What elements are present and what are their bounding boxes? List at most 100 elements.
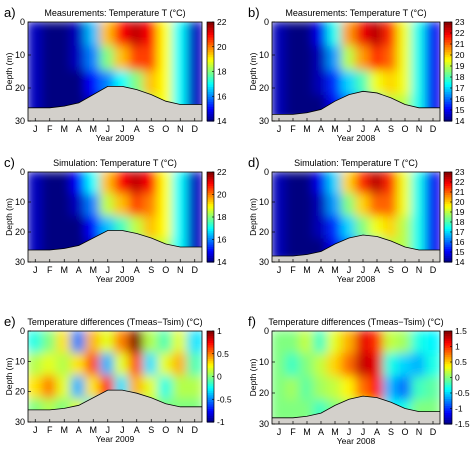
colorbar-swatch xyxy=(444,34,452,38)
heatmap-cell xyxy=(143,22,160,48)
seafloor-area xyxy=(272,396,440,424)
y-tick-label: 10 xyxy=(259,50,269,60)
colorbar-swatch xyxy=(207,241,214,245)
colorbar-swatch xyxy=(444,335,452,339)
colorbar-swatch xyxy=(207,228,214,232)
y-tick-label: 0 xyxy=(264,17,269,27)
colorbar-swatch xyxy=(444,232,452,236)
colorbar-swatch xyxy=(207,353,214,357)
x-axis-label: Year 2009 xyxy=(96,434,135,444)
heatmap-cell xyxy=(56,331,73,355)
x-tick-label: M xyxy=(90,265,98,275)
colorbar-swatch xyxy=(444,228,452,232)
colorbar-swatch xyxy=(444,44,452,48)
x-tick-label: N xyxy=(416,427,423,437)
colorbar-swatch xyxy=(444,183,452,187)
heatmap-cell xyxy=(128,172,145,196)
x-tick-label: J xyxy=(361,265,366,275)
heatmap-cell xyxy=(70,45,87,73)
colorbar-swatch xyxy=(444,377,452,381)
colorbar-swatch xyxy=(207,199,214,202)
heatmap-cell xyxy=(143,45,160,73)
panel-title: Simulation: Temperature T (°C) xyxy=(294,158,418,168)
colorbar-swatch xyxy=(444,368,452,372)
colorbar-swatch xyxy=(444,217,452,220)
colorbar-tick-label: 20 xyxy=(455,197,465,207)
x-tick-label: A xyxy=(374,427,380,437)
colorbar-swatch xyxy=(444,208,452,211)
colorbar-swatch xyxy=(444,384,452,388)
colorbar-swatch xyxy=(207,226,214,229)
heatmap-cell xyxy=(128,22,145,48)
colorbar-swatch xyxy=(207,192,214,196)
colorbar-swatch xyxy=(207,356,214,359)
colorbar-swatch xyxy=(444,26,452,31)
colorbar-swatch xyxy=(444,69,452,73)
colorbar-swatch xyxy=(444,386,452,390)
x-tick-label: M xyxy=(61,425,69,435)
heatmap-cell xyxy=(143,216,160,241)
y-axis-label: Depth (m) xyxy=(4,357,14,395)
heatmap-cell xyxy=(341,70,357,98)
heatmap-cell xyxy=(85,193,102,218)
heatmap-cell xyxy=(327,376,343,402)
colorbar-swatch xyxy=(444,351,452,355)
colorbar-swatch xyxy=(207,337,214,341)
colorbar-swatch xyxy=(444,181,452,184)
colorbar-swatch xyxy=(444,398,452,402)
colorbar-swatch xyxy=(207,194,214,198)
heatmap-cell xyxy=(272,172,287,196)
heatmap-cell xyxy=(383,22,399,48)
colorbar-swatch xyxy=(207,178,214,182)
heatmap-cell xyxy=(285,172,301,196)
colorbar-swatch xyxy=(207,392,214,396)
colorbar-swatch xyxy=(444,417,452,420)
colorbar-swatch xyxy=(207,385,214,389)
colorbar-swatch xyxy=(207,181,214,184)
colorbar-swatch xyxy=(207,237,214,241)
heatmap-cell xyxy=(172,216,189,241)
heatmap-cell xyxy=(41,70,58,98)
heatmap-cell xyxy=(383,45,399,73)
x-tick-label: A xyxy=(134,124,140,134)
colorbar-swatch xyxy=(207,369,214,373)
panel-title: Temperature differences (Tmeas−Tsim) (°C… xyxy=(268,317,443,327)
colorbar-swatch xyxy=(207,406,214,409)
heatmap-cell xyxy=(313,216,329,241)
colorbar-swatch xyxy=(444,342,452,346)
heatmap-cell xyxy=(56,22,73,48)
panel-label: c) xyxy=(4,155,15,170)
heatmap-cell xyxy=(70,70,87,98)
x-axis-label: Year 2008 xyxy=(337,133,376,143)
x-tick-label: A xyxy=(318,124,324,134)
heatmap-cell xyxy=(85,216,102,241)
heatmap-cell xyxy=(313,70,329,98)
heatmap-cell xyxy=(28,172,44,196)
heatmap-cell xyxy=(143,70,160,98)
heatmap-cell xyxy=(383,376,399,402)
colorbar-swatch xyxy=(207,248,214,252)
heatmap-cell xyxy=(299,172,315,196)
colorbar-swatch xyxy=(444,187,452,191)
colorbar-swatch xyxy=(444,393,452,397)
colorbar-swatch xyxy=(207,250,214,254)
x-tick-label: F xyxy=(290,427,296,437)
x-tick-label: D xyxy=(192,425,199,435)
heatmap-cell xyxy=(70,172,87,196)
colorbar-swatch xyxy=(207,333,214,337)
colorbar-swatch xyxy=(207,44,214,48)
colorbar-swatch xyxy=(207,187,214,191)
seafloor-area xyxy=(28,230,202,262)
colorbar-tick-label: 23 xyxy=(455,167,465,177)
panel-label: b) xyxy=(248,5,260,20)
colorbar: -1 -0.5 0 0.5 1 xyxy=(206,326,232,427)
heatmap-cell xyxy=(128,45,145,73)
heatmap-cell xyxy=(28,22,44,48)
plot-frame xyxy=(271,21,441,122)
colorbar-swatch xyxy=(444,196,452,200)
heatmap-cell xyxy=(397,193,413,218)
colorbar-swatch xyxy=(207,365,214,368)
heatmap-cell xyxy=(313,353,329,379)
